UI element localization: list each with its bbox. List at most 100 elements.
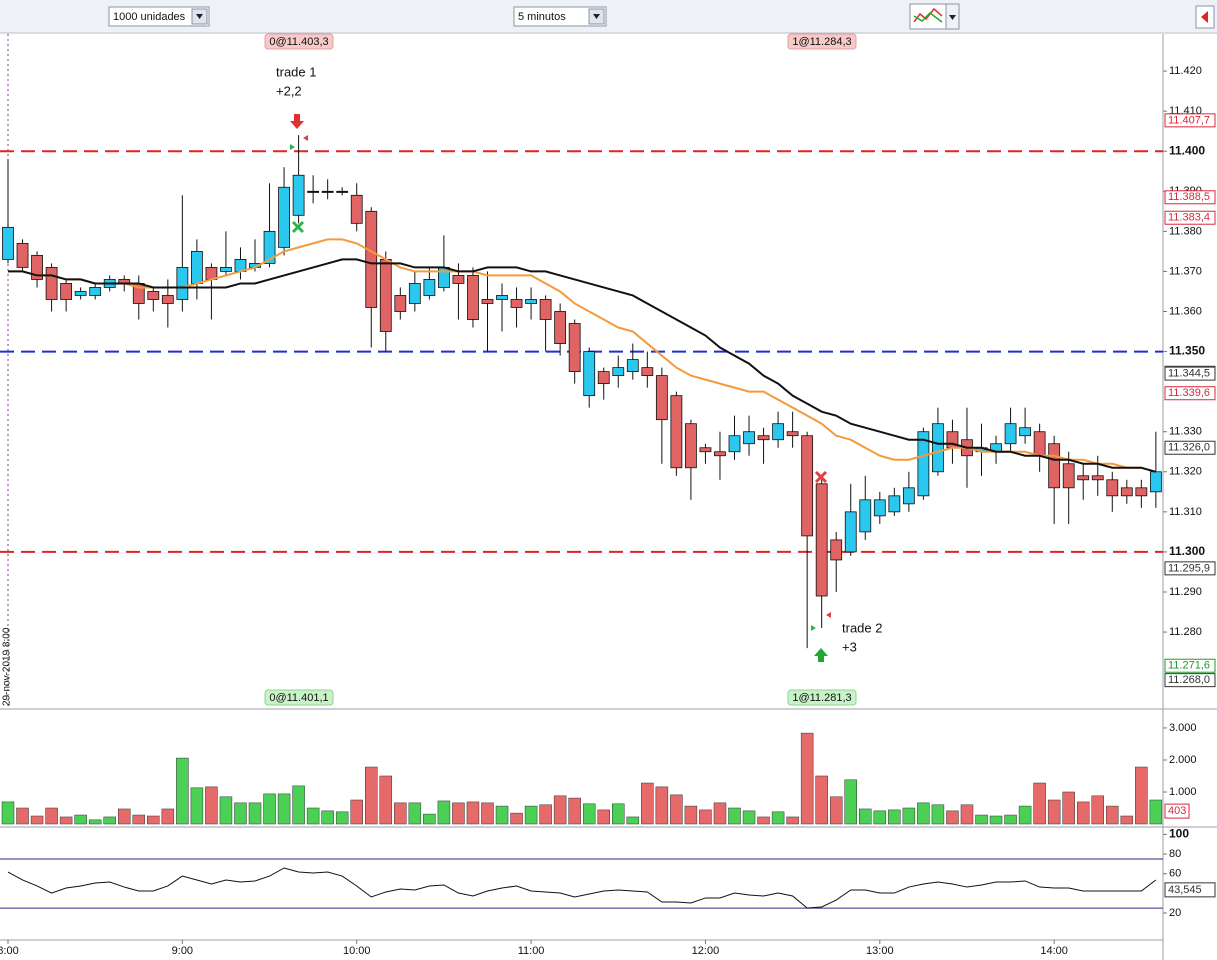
candle-body	[379, 259, 392, 332]
entry-badge	[264, 33, 334, 50]
volume-bar	[205, 786, 218, 825]
candle-body	[815, 483, 828, 597]
volume-bar	[844, 779, 857, 825]
side-button[interactable]	[1195, 5, 1215, 29]
candle-body	[467, 275, 479, 320]
volume-bar	[713, 802, 727, 825]
candle-body	[496, 295, 508, 300]
price-marker-label: 11.271,6	[1168, 660, 1210, 672]
candle-body	[873, 499, 886, 517]
candle-body	[278, 186, 290, 248]
price-marker-label: 11.295,9	[1168, 562, 1210, 574]
candle-body	[801, 435, 814, 537]
candle-body	[902, 487, 915, 505]
candle-body	[1120, 487, 1133, 497]
sell-arrow	[290, 114, 304, 129]
candle-body	[16, 242, 29, 268]
dropdown-box[interactable]	[513, 6, 607, 27]
candle-body	[190, 250, 203, 284]
volume-bar	[132, 814, 146, 825]
volume-bar	[888, 809, 901, 825]
candle-body	[350, 194, 363, 224]
volume-bar	[582, 803, 596, 825]
volume-bar	[728, 807, 741, 825]
volume-bar	[612, 803, 625, 825]
current-value-box	[1164, 882, 1216, 898]
quantity-dropdown[interactable]: 1000 unidades	[108, 6, 210, 27]
volume-bar	[277, 793, 291, 825]
price-marker	[1164, 210, 1216, 225]
candle-body	[685, 423, 697, 469]
candle-body	[2, 226, 14, 260]
icon	[913, 12, 943, 23]
candle-body	[655, 375, 668, 421]
trade-result: +3	[842, 639, 857, 654]
candle-body	[1033, 431, 1046, 457]
candle-body	[844, 511, 857, 553]
y-tick-label: 2.000	[1169, 754, 1197, 766]
candle-body	[147, 291, 160, 300]
volume-bar	[408, 802, 422, 825]
candle-body	[772, 423, 784, 441]
oscillator-line	[7, 867, 1157, 909]
y-tick-label: 11.420	[1169, 65, 1202, 77]
y-tick-label: 11.380	[1169, 225, 1202, 237]
price-marker-label: 11.344,5	[1168, 368, 1210, 380]
volume-bar	[510, 812, 523, 825]
volume-bar	[1076, 801, 1090, 825]
volume-bar	[423, 813, 436, 825]
volume-bar	[641, 782, 654, 825]
dropdown-text[interactable]: 5 minutos	[518, 11, 566, 23]
x-tick-label: 8:00	[0, 945, 19, 957]
interval-dropdown[interactable]: 5 minutos	[513, 6, 607, 27]
candle-body	[89, 287, 102, 296]
volume-bar	[786, 816, 799, 825]
price-marker	[1164, 673, 1216, 688]
volume-bar	[437, 800, 451, 825]
candle-body	[859, 499, 872, 533]
volume-bar	[1120, 815, 1134, 825]
candle-body	[728, 435, 741, 453]
candle-body	[757, 435, 770, 441]
candle-body	[1077, 475, 1090, 481]
current-value-label: 403	[1168, 805, 1186, 817]
volume-bar	[859, 808, 872, 825]
volume-bar	[219, 796, 233, 825]
fill-marker	[811, 625, 816, 631]
indicator-button[interactable]	[909, 3, 960, 30]
dropdown-arrow	[949, 15, 956, 20]
candle-body	[1091, 475, 1104, 481]
candle-body	[917, 431, 930, 497]
x-tick-label: 9:00	[172, 945, 193, 957]
volume-bar	[292, 785, 305, 825]
exit-badge-text: 1@11.281,3	[792, 692, 851, 704]
x-tick-label: 11:00	[518, 945, 545, 957]
dropdown-box[interactable]	[108, 6, 210, 27]
y-tick-label: 11.290	[1169, 586, 1202, 598]
y-tick-label: 11.400	[1169, 143, 1205, 157]
price-marker	[1164, 658, 1216, 673]
y-tick-label: 11.350	[1169, 344, 1205, 358]
y-tick-label: 11.300	[1169, 544, 1205, 558]
volume-bar	[248, 802, 262, 825]
y-tick-label: 1.000	[1169, 786, 1197, 798]
y-tick-label: 60	[1169, 868, 1181, 880]
candle-body	[1149, 471, 1162, 493]
x-tick-label: 12:00	[692, 945, 720, 957]
volume-bar	[379, 775, 393, 825]
volume-bar	[1135, 766, 1148, 825]
y-tick-label: 11.320	[1169, 466, 1202, 478]
volume-bar	[234, 802, 247, 825]
volume-bar	[670, 794, 683, 825]
volume-bar	[975, 814, 988, 825]
volume-bar	[568, 797, 581, 825]
exit-mark	[814, 470, 828, 484]
candle-body	[292, 174, 305, 216]
volume-bar	[88, 819, 102, 825]
entry-badge-text: 0@11.403,3	[269, 36, 328, 48]
dropdown-text[interactable]: 1000 unidades	[113, 11, 186, 23]
candle-body	[423, 279, 436, 296]
fill-marker	[290, 144, 295, 150]
volume-bar	[829, 796, 843, 825]
candle-body	[830, 539, 843, 561]
